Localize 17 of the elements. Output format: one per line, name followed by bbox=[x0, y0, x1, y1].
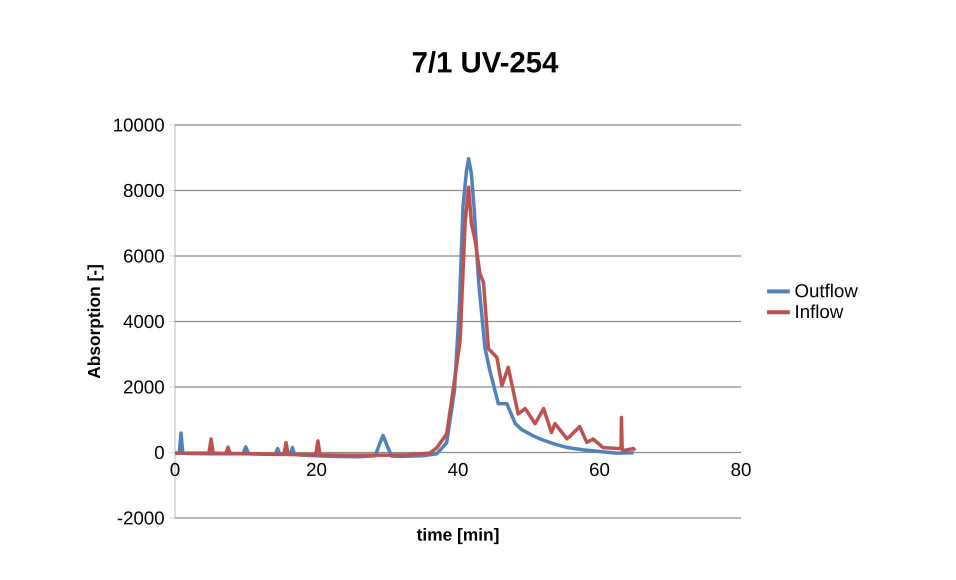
y-tick-label: 2000 bbox=[124, 380, 164, 394]
legend-label: Outflow bbox=[795, 284, 858, 298]
legend-label: Inflow bbox=[796, 304, 844, 318]
x-tick-label: 80 bbox=[731, 462, 751, 476]
x-tick-label: 60 bbox=[590, 462, 610, 476]
y-tick-label: 8000 bbox=[124, 184, 164, 198]
x-tick-label: 20 bbox=[307, 462, 326, 476]
y-tick-label: 6000 bbox=[124, 249, 164, 263]
x-tick-label: 0 bbox=[170, 462, 180, 476]
y-axis-title: Absorption [-] bbox=[87, 265, 104, 378]
x-tick-label: 40 bbox=[448, 462, 468, 476]
y-tick-label: 4000 bbox=[123, 314, 164, 328]
chart-title: 7/1 UV-254 bbox=[412, 51, 558, 73]
x-axis-title: time [min] bbox=[416, 528, 498, 544]
y-tick-label: 0 bbox=[154, 446, 164, 460]
y-tick-label: 10000 bbox=[114, 118, 164, 132]
y-tick-label: -2000 bbox=[118, 511, 164, 525]
